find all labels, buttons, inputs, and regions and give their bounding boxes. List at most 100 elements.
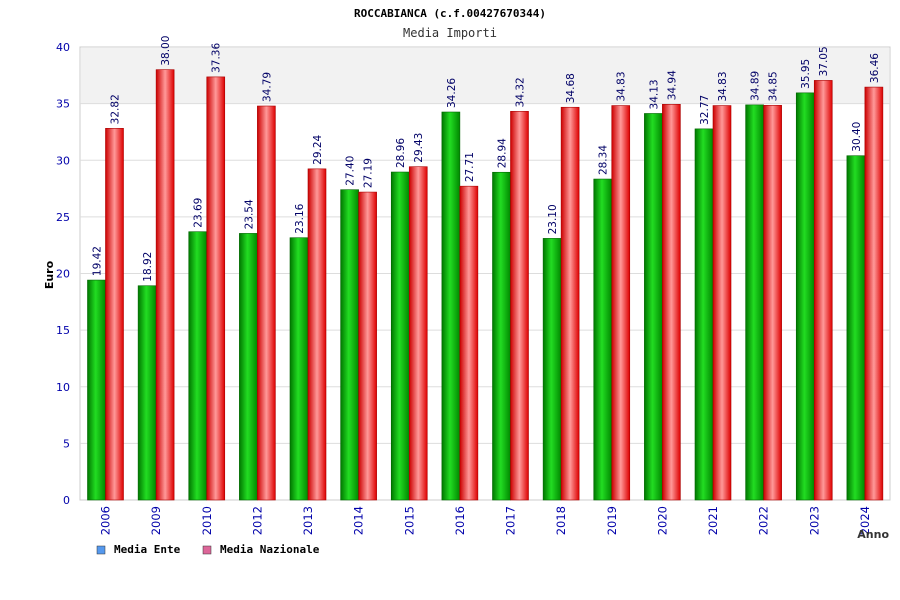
data-label: 32.82: [110, 94, 122, 124]
chart-title: ROCCABIANCA (c.f.00427670344): [354, 7, 546, 20]
x-tick-label: 2018: [554, 506, 568, 535]
y-tick-label: 15: [56, 324, 70, 337]
data-label: 18.92: [142, 252, 154, 282]
data-label: 23.54: [243, 199, 255, 229]
data-label: 37.36: [211, 43, 223, 73]
data-label: 34.85: [768, 71, 780, 101]
x-tick-label: 2010: [200, 506, 214, 535]
x-tick-label: 2017: [504, 506, 518, 535]
data-label: 34.83: [717, 71, 729, 101]
bar-media-ente: [846, 155, 866, 501]
x-tick-label: 2014: [352, 506, 366, 535]
data-label: 34.79: [261, 72, 273, 102]
bars: [87, 69, 884, 501]
y-tick-label: 10: [56, 381, 70, 394]
data-label: 30.40: [851, 122, 863, 152]
x-tick-label: 2009: [149, 506, 163, 535]
data-label: 27.40: [345, 156, 357, 186]
data-label: 34.26: [446, 78, 458, 108]
data-label: 29.24: [312, 134, 324, 164]
bar-media-nazionale: [257, 105, 276, 501]
bar-media-ente: [745, 104, 764, 501]
bar-media-ente: [542, 238, 562, 501]
x-tick-label: 2019: [605, 506, 619, 535]
bar-media-ente: [390, 171, 410, 501]
bar-media-nazionale: [864, 86, 884, 501]
bar-media-ente: [87, 279, 106, 501]
bar-media-nazionale: [155, 69, 175, 501]
data-label: 34.13: [648, 79, 660, 109]
legend-swatch-nazionale: [202, 545, 212, 555]
legend-label-ente: Media Ente: [114, 543, 181, 556]
x-tick-labels: 2006 2009 2010 2012 2013 2014 2015 2016 2017 2018…: [99, 506, 872, 535]
data-label: 34.68: [565, 73, 577, 103]
data-label: 34.89: [750, 71, 762, 101]
y-tick-label: 5: [63, 437, 70, 450]
data-label: 28.34: [598, 145, 610, 175]
bar-media-ente: [694, 128, 714, 501]
bar-media-nazionale: [662, 104, 681, 501]
legend-label-nazionale: Media Nazionale: [220, 543, 320, 556]
data-label: 28.94: [497, 138, 509, 168]
bar-media-nazionale: [813, 80, 833, 501]
data-label: 36.46: [869, 53, 881, 83]
data-label: 27.71: [464, 152, 476, 182]
data-label: 27.19: [363, 158, 375, 188]
x-tick-label: 2023: [807, 506, 821, 535]
bar-media-ente: [137, 285, 157, 501]
data-label: 23.10: [547, 204, 559, 234]
data-label: 32.77: [699, 95, 711, 125]
x-tick-label: 2020: [655, 506, 669, 535]
bar-media-nazionale: [510, 111, 529, 501]
data-label: 35.95: [800, 59, 812, 89]
bar-media-nazionale: [358, 191, 377, 501]
x-tick-label: 2024: [858, 506, 872, 535]
x-tick-label: 2013: [301, 506, 315, 535]
x-tick-label: 2021: [706, 506, 720, 535]
value-labels: 19.42 32.82 18.92 38.00 23.69 37.36 23.54 34.79…: [92, 36, 881, 282]
y-tick-label: 35: [56, 98, 70, 111]
x-tick-label: 2022: [757, 506, 771, 535]
data-label: 23.69: [193, 198, 205, 228]
y-tick-label: 30: [56, 154, 70, 167]
bar-media-ente: [340, 189, 359, 501]
data-label: 28.96: [395, 138, 407, 168]
bar-media-ente: [239, 233, 258, 501]
data-label: 34.32: [515, 77, 527, 107]
x-axis-label: Anno: [857, 528, 889, 541]
chart-subtitle: Media Importi: [403, 26, 497, 40]
x-tick-label: 2006: [99, 506, 113, 535]
bar-media-ente: [441, 111, 461, 501]
bar-media-nazionale: [307, 168, 327, 501]
y-tick-label: 20: [56, 268, 70, 281]
bar-media-ente: [289, 237, 309, 501]
bar-media-ente: [593, 178, 613, 501]
bar-media-ente: [492, 171, 511, 501]
bar-media-ente: [795, 92, 815, 501]
y-tick-labels: 0 5 10 15 20 25 30 35 40: [56, 41, 70, 507]
x-tick-label: 2016: [453, 506, 467, 535]
bar-media-nazionale: [763, 105, 782, 501]
legend-swatch-ente: [96, 545, 106, 555]
y-tick-label: 0: [63, 494, 70, 507]
data-label: 37.05: [818, 46, 830, 76]
bar-media-nazionale: [459, 185, 479, 501]
data-label: 19.42: [92, 246, 104, 276]
bar-media-ente: [644, 113, 663, 501]
bar-media-nazionale: [105, 128, 124, 501]
x-tick-label: 2012: [250, 506, 264, 535]
bar-media-ente: [188, 231, 208, 501]
legend: Media Ente Media Nazionale: [96, 543, 320, 556]
bar-media-nazionale: [611, 105, 631, 501]
data-label: 23.16: [294, 203, 306, 233]
y-tick-label: 25: [56, 211, 70, 224]
bar-media-nazionale: [206, 76, 226, 501]
y-axis-label: Euro: [43, 260, 56, 289]
data-label: 29.43: [413, 133, 425, 163]
x-tick-label: 2015: [402, 506, 416, 535]
data-label: 34.83: [616, 71, 628, 101]
data-label: 38.00: [160, 36, 172, 66]
y-tick-label: 40: [56, 41, 70, 54]
bar-media-nazionale: [712, 105, 732, 501]
